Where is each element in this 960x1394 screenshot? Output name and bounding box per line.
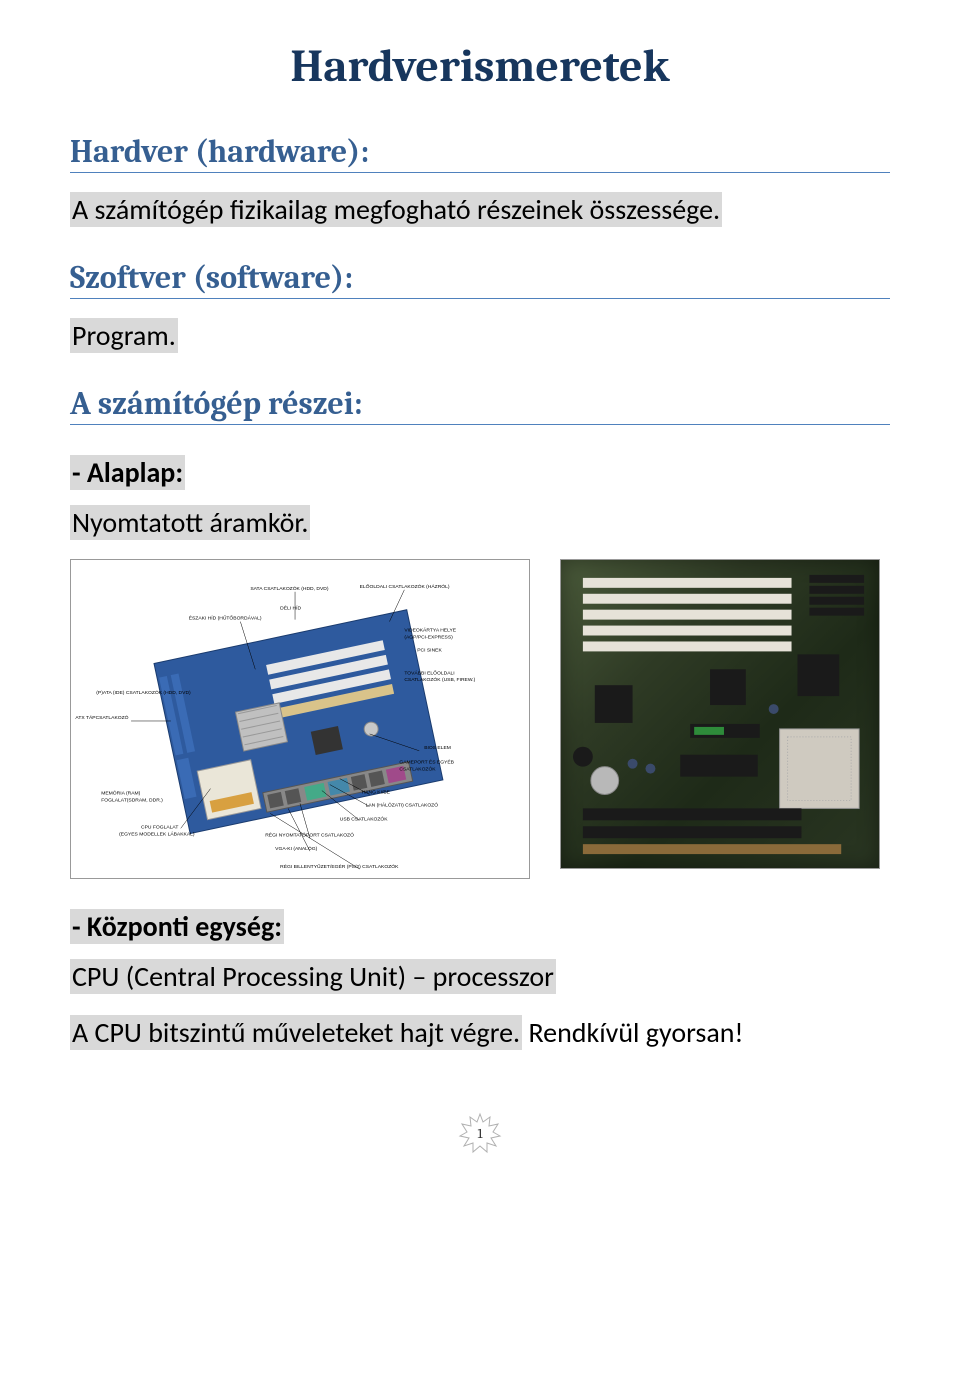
svg-text:ÉSZAKI HÍD (HŰTŐBORDÁVAL): ÉSZAKI HÍD (HŰTŐBORDÁVAL)	[189, 615, 262, 622]
page-number-wrap: 1	[70, 1112, 890, 1160]
page-title: Hardverismeretek	[70, 40, 890, 93]
subhead-alaplap-text: - Alaplap:	[70, 455, 185, 490]
svg-text:(AGP/PCI-EXPRESS): (AGP/PCI-EXPRESS)	[404, 635, 453, 641]
heading-software: Szoftver (software):	[70, 259, 890, 299]
svg-text:LAN (HÁLÓZATI) CSATLAKOZÓ: LAN (HÁLÓZATI) CSATLAKOZÓ	[366, 802, 439, 809]
svg-text:PCI SINEK: PCI SINEK	[417, 648, 442, 654]
heading-hardware: Hardver (hardware):	[70, 133, 890, 173]
figure-row: SATA CSATLAKOZÓK (HDD, DVD) ELŐOLDALI CS…	[70, 559, 890, 879]
svg-text:ELŐOLDALI CSATLAKOZÓK (HÁZRÓL): ELŐOLDALI CSATLAKOZÓK (HÁZRÓL)	[360, 583, 450, 590]
body-kozponti-2: A CPU bitszintű műveleteket hajt végre. …	[70, 1014, 890, 1052]
svg-text:TOVÁBBI ELŐOLDALI: TOVÁBBI ELŐOLDALI	[404, 670, 454, 677]
body-hardware: A számítógép fizikailag megfogható része…	[70, 191, 890, 229]
body-kozponti-2a-text: A CPU bitszintű műveleteket hajt végre.	[70, 1015, 522, 1050]
body-alaplap: Nyomtatott áramkör.	[70, 504, 890, 542]
motherboard-photo-svg	[561, 560, 879, 868]
svg-text:(EGYES MODELLEK LÁBAKKAL): (EGYES MODELLEK LÁBAKKAL)	[119, 831, 195, 838]
body-kozponti-1: CPU (Central Processing Unit) – processz…	[70, 958, 890, 996]
svg-text:FOGLALAT(SDRAM, DDR.): FOGLALAT(SDRAM, DDR.)	[101, 798, 163, 804]
svg-text:MEMÓRIA (RAM): MEMÓRIA (RAM)	[101, 790, 140, 797]
svg-text:BIOS ELEM: BIOS ELEM	[424, 745, 451, 751]
svg-text:(P)ATA (IDE) CSATLAKOZÓK (HDD,: (P)ATA (IDE) CSATLAKOZÓK (HDD, DVD)	[96, 690, 191, 697]
body-kozponti-2b-text: Rendkívül gyorsan!	[522, 1015, 743, 1050]
svg-text:SATA CSATLAKOZÓK (HDD, DVD): SATA CSATLAKOZÓK (HDD, DVD)	[250, 585, 329, 592]
motherboard-diagram-svg: SATA CSATLAKOZÓK (HDD, DVD) ELŐOLDALI CS…	[71, 560, 529, 878]
body-software: Program.	[70, 317, 890, 355]
subhead-kozponti-text: - Központi egység:	[70, 909, 284, 944]
motherboard-photo	[560, 559, 880, 869]
body-hardware-text: A számítógép fizikailag megfogható része…	[70, 192, 722, 227]
body-kozponti-1-text: CPU (Central Processing Unit) – processz…	[70, 959, 556, 994]
motherboard-diagram: SATA CSATLAKOZÓK (HDD, DVD) ELŐOLDALI CS…	[70, 559, 530, 879]
svg-text:RÉGI BILLENTYŰZET/EGÉR (PS/2): RÉGI BILLENTYŰZET/EGÉR (PS/2) CSATLAKOZÓ…	[280, 863, 399, 870]
svg-text:CSATLAKOZÓK: CSATLAKOZÓK	[399, 766, 436, 773]
svg-text:VGA-KI (ANALÓG): VGA-KI (ANALÓG)	[275, 846, 317, 853]
subhead-kozponti: - Központi egység:	[70, 909, 890, 944]
svg-text:CPU FOGLALAT: CPU FOGLALAT	[141, 825, 178, 831]
page-number: 1	[458, 1112, 502, 1156]
heading-parts: A számítógép részei:	[70, 385, 890, 425]
svg-text:VIDEOKÁRTYA HELYE: VIDEOKÁRTYA HELYE	[404, 627, 456, 634]
body-alaplap-text: Nyomtatott áramkör.	[70, 505, 310, 540]
subhead-alaplap: - Alaplap:	[70, 455, 890, 490]
svg-text:CSATLAKOZÓK (USB, FIREW.): CSATLAKOZÓK (USB, FIREW.)	[404, 677, 475, 684]
body-software-text: Program.	[70, 318, 178, 353]
svg-text:DÉLI HÍD: DÉLI HÍD	[280, 605, 301, 612]
page-number-burst-icon: 1	[458, 1112, 502, 1156]
svg-text:ATX TÁPCSATLAKOZÓ: ATX TÁPCSATLAKOZÓ	[75, 714, 128, 721]
svg-text:GAMEPORT ÉS EGYÉB: GAMEPORT ÉS EGYÉB	[399, 759, 454, 766]
svg-text:USB CSATLAKOZÓK: USB CSATLAKOZÓK	[340, 816, 388, 823]
